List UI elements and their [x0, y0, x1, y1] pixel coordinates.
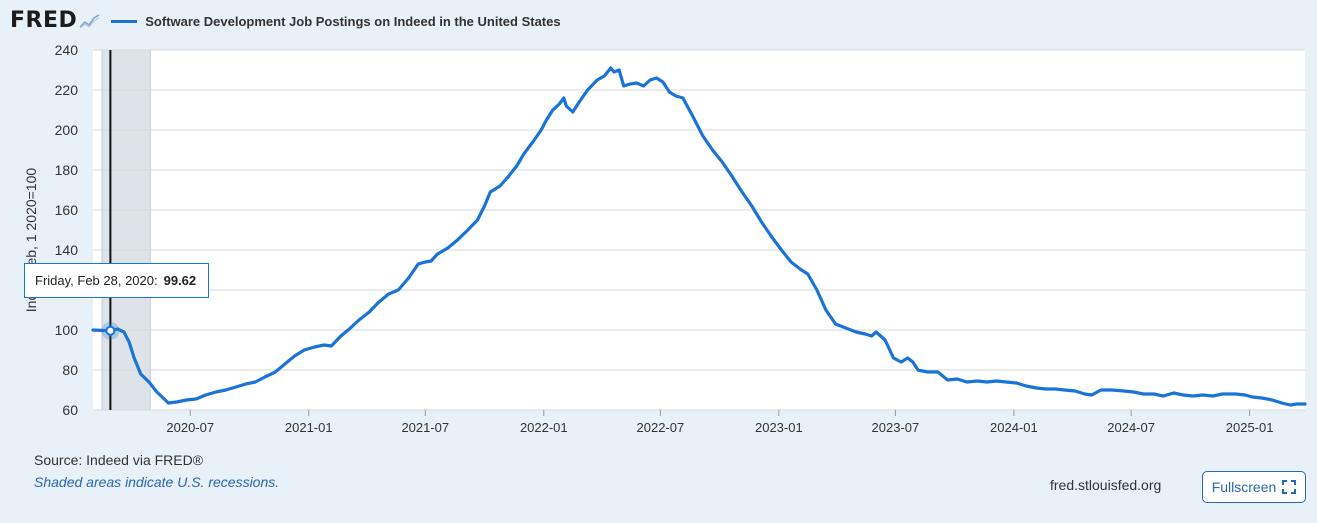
hover-tooltip: Friday, Feb 28, 2020: 99.62: [24, 263, 210, 298]
source-note: Source: Indeed via FRED®: [34, 452, 204, 468]
y-tick-label: 140: [55, 242, 79, 258]
x-tick-label: 2022-01: [520, 420, 568, 435]
legend-series-title[interactable]: Software Development Job Postings on Ind…: [145, 13, 561, 29]
recession-note: Shaded areas indicate U.S. recessions.: [34, 474, 280, 490]
x-tick-label: 2024-01: [990, 420, 1038, 435]
y-tick-label: 240: [55, 42, 79, 58]
legend-swatch: [111, 19, 138, 23]
fullscreen-button[interactable]: Fullscreen: [1202, 471, 1306, 503]
x-tick-label: 2022-07: [637, 420, 685, 435]
chart-header: FRED Software Development Job Postings o…: [10, 8, 561, 34]
x-tick-label: 2024-07: [1107, 420, 1155, 435]
y-tick-label: 80: [62, 362, 78, 378]
y-tick-label: 180: [55, 162, 79, 178]
fullscreen-label: Fullscreen: [1211, 479, 1277, 495]
y-tick-label: 200: [55, 122, 79, 138]
tooltip-value: 99.62: [163, 273, 197, 288]
plot-area: [93, 50, 1305, 410]
fred-logo[interactable]: FRED: [10, 8, 78, 33]
series-line[interactable]: [91, 66, 1307, 407]
x-tick-label: 2020-07: [166, 420, 214, 435]
y-tick-label: 160: [55, 202, 79, 218]
fred-logo-chart-icon: [79, 13, 102, 29]
y-tick-label: 220: [55, 82, 79, 98]
x-tick-label: 2023-07: [872, 420, 920, 435]
tooltip-date: Friday, Feb 28, 2020:: [35, 273, 158, 288]
x-tick-label: 2021-01: [285, 420, 333, 435]
x-tick-label: 2023-01: [755, 420, 803, 435]
recession-band: [101, 49, 151, 411]
fullscreen-icon: [1282, 480, 1297, 494]
hover-marker[interactable]: [105, 325, 116, 336]
x-tick-label: 2021-07: [401, 420, 449, 435]
y-tick-label: 100: [55, 322, 79, 338]
x-tick-label: 2025-01: [1226, 420, 1274, 435]
y-tick-label: 60: [62, 402, 78, 418]
site-link[interactable]: fred.stlouisfed.org: [1050, 477, 1162, 493]
